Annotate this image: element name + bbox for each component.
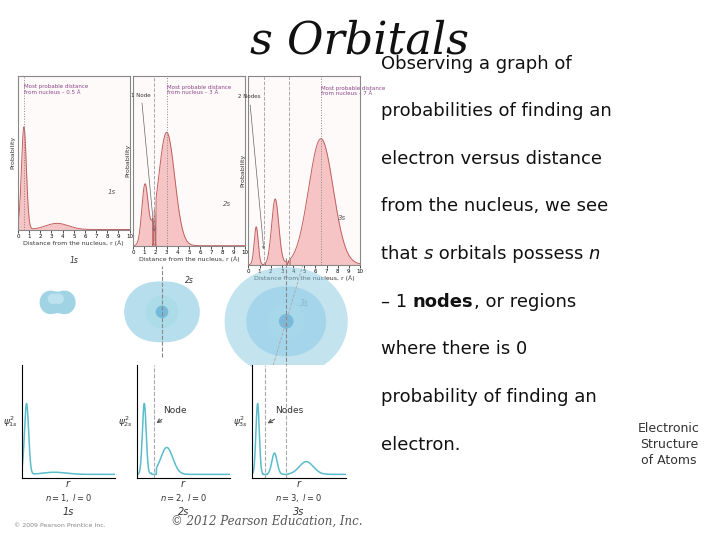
Text: electron versus distance: electron versus distance [381,150,602,168]
Polygon shape [279,314,294,329]
Y-axis label: Probability: Probability [125,144,130,177]
Polygon shape [268,303,305,340]
Text: Most probable distance
from nucleus – 0.5 Å: Most probable distance from nucleus – 0.… [24,84,88,94]
Text: 3s: 3s [300,299,309,308]
Text: Node: Node [158,406,186,422]
Text: probability of finding an: probability of finding an [381,388,597,406]
Text: $r$: $r$ [180,478,187,489]
X-axis label: Distance from the nucleus, r (Å): Distance from the nucleus, r (Å) [139,256,239,262]
Text: 1s: 1s [107,188,115,194]
Text: s: s [423,245,433,263]
Text: 1s: 1s [69,256,78,265]
Text: that: that [381,245,423,263]
Text: 2s: 2s [178,507,189,517]
Text: n: n [589,245,600,263]
Text: orbitals possess: orbitals possess [433,245,589,263]
Polygon shape [225,267,348,375]
Text: where there is 0: where there is 0 [381,340,527,359]
Text: $n = 2,\ l = 0$: $n = 2,\ l = 0$ [160,491,207,504]
Text: nodes: nodes [413,293,474,310]
Text: Nodes: Nodes [269,406,304,423]
Text: 3s: 3s [293,507,305,517]
Text: 2s: 2s [184,276,194,285]
Y-axis label: Probability: Probability [10,136,15,169]
Polygon shape [40,291,76,314]
Polygon shape [145,295,179,328]
Text: © 2012 Pearson Education, Inc.: © 2012 Pearson Education, Inc. [171,515,362,528]
Text: s Orbitals: s Orbitals [251,19,469,62]
X-axis label: Distance from the nucleus, r (Å): Distance from the nucleus, r (Å) [254,275,354,281]
Text: Observing a graph of: Observing a graph of [381,55,572,72]
Text: 1 Node: 1 Node [132,93,155,231]
Text: , or regions: , or regions [474,293,576,310]
Y-axis label: Probability: Probability [240,153,246,187]
Y-axis label: $\psi_{1s}^{2}$: $\psi_{1s}^{2}$ [3,414,18,429]
Text: Most probable distance
from nucleus – 3 Å: Most probable distance from nucleus – 3 … [167,85,231,96]
Y-axis label: $\psi_{2s}^{2}$: $\psi_{2s}^{2}$ [118,414,133,429]
Text: $n = 1,\ l = 0$: $n = 1,\ l = 0$ [45,491,92,504]
Text: – 1: – 1 [381,293,413,310]
Text: Most probable distance
from nucleus – 7 Å: Most probable distance from nucleus – 7 … [321,86,385,97]
Text: 3s: 3s [338,215,346,221]
Text: from the nucleus, we see: from the nucleus, we see [381,198,608,215]
X-axis label: Distance from the nucleus, r (Å): Distance from the nucleus, r (Å) [24,240,124,246]
Polygon shape [156,306,168,318]
Polygon shape [125,281,200,342]
Text: $r$: $r$ [65,478,72,489]
Polygon shape [246,286,326,356]
Text: 1s: 1s [63,507,74,517]
Text: Electronic
Structure
of Atoms: Electronic Structure of Atoms [638,422,700,467]
Text: $n = 3,\ l = 0$: $n = 3,\ l = 0$ [275,491,323,504]
Text: 2s: 2s [222,201,230,207]
Text: © 2009 Pearson Prentice Inc.: © 2009 Pearson Prentice Inc. [14,523,106,528]
Text: probabilities of finding an: probabilities of finding an [381,102,612,120]
Polygon shape [48,294,64,304]
Text: $r$: $r$ [295,478,302,489]
Text: 2 Nodes: 2 Nodes [238,94,264,248]
Text: electron.: electron. [381,436,461,454]
Y-axis label: $\psi_{3s}^{2}$: $\psi_{3s}^{2}$ [233,414,248,429]
